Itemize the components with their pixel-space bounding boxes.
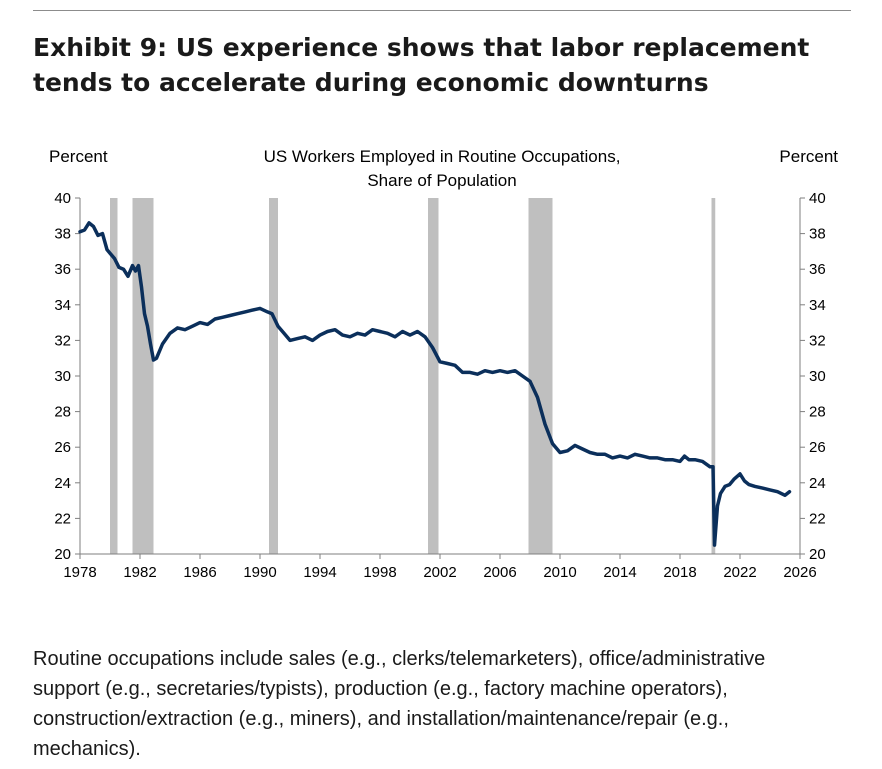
left-axis-unit: Percent bbox=[49, 147, 108, 166]
exhibit-title: Exhibit 9: US experience shows that labo… bbox=[33, 33, 810, 97]
x-tick-label: 1986 bbox=[183, 564, 216, 581]
x-tick-label: 1990 bbox=[243, 564, 276, 581]
x-tick-label: 2006 bbox=[483, 564, 516, 581]
chart-title-line-2: Share of Population bbox=[367, 171, 516, 190]
x-tick-label: 2010 bbox=[543, 564, 576, 581]
recession-bar bbox=[528, 198, 553, 554]
x-tick-label: 2026 bbox=[783, 564, 816, 581]
y-tick-label-left: 22 bbox=[54, 510, 71, 527]
y-tick-label-left: 36 bbox=[54, 261, 71, 278]
x-tick-label: 1978 bbox=[63, 564, 96, 581]
y-tick-label-right: 34 bbox=[809, 297, 826, 314]
y-tick-label-left: 40 bbox=[54, 190, 71, 207]
y-tick-label-right: 26 bbox=[809, 439, 826, 456]
recession-bars bbox=[110, 198, 716, 554]
x-tick-label: 1982 bbox=[123, 564, 156, 581]
recession-bar bbox=[428, 198, 439, 554]
x-tick-label: 1998 bbox=[363, 564, 396, 581]
plot-frame bbox=[79, 198, 801, 555]
recession-bar bbox=[711, 198, 716, 554]
y-tick-label-right: 24 bbox=[809, 475, 826, 492]
chart: Percent Percent US Workers Employed in R… bbox=[49, 147, 838, 581]
y-tick-label-left: 32 bbox=[54, 332, 71, 349]
x-axis-labels: 1978 1982 1986 1990 1994 1998 2002 2006 2010 2014… bbox=[63, 564, 816, 581]
y-tick-label-right: 28 bbox=[809, 404, 826, 421]
recession-bar bbox=[269, 198, 278, 554]
y-tick-label-right: 40 bbox=[809, 190, 826, 207]
y-tick-label-left: 38 bbox=[54, 226, 71, 243]
y-tick-label-right: 30 bbox=[809, 368, 826, 385]
axis-ticks bbox=[75, 197, 805, 559]
right-axis-unit: Percent bbox=[779, 147, 838, 166]
footnote: Routine occupations include sales (e.g.,… bbox=[33, 648, 766, 760]
y-tick-label-left: 30 bbox=[54, 368, 71, 385]
y-tick-label-left: 34 bbox=[54, 297, 71, 314]
y-tick-label-right: 36 bbox=[809, 261, 826, 278]
x-tick-label: 2002 bbox=[423, 564, 456, 581]
y-tick-label-right: 32 bbox=[809, 332, 826, 349]
x-tick-label: 2022 bbox=[723, 564, 756, 581]
x-tick-label: 2014 bbox=[603, 564, 636, 581]
series-line bbox=[78, 221, 792, 547]
recession-bar bbox=[132, 198, 154, 554]
y-tick-label-right: 20 bbox=[809, 546, 826, 563]
x-tick-label: 1994 bbox=[303, 564, 336, 581]
top-rule bbox=[33, 10, 851, 11]
x-tick-label: 2018 bbox=[663, 564, 696, 581]
y-tick-label-left: 20 bbox=[54, 546, 71, 563]
y-tick-label-left: 24 bbox=[54, 475, 71, 492]
recession-bar bbox=[110, 198, 118, 554]
y-tick-label-right: 38 bbox=[809, 226, 826, 243]
y-axis-labels: 20 20 22 22 24 24 26 26 28 28 30 30 32 32 34 34 36 36 38 38… bbox=[54, 190, 825, 563]
y-tick-label-left: 28 bbox=[54, 404, 71, 421]
y-tick-label-left: 26 bbox=[54, 439, 71, 456]
series-group bbox=[78, 221, 792, 547]
chart-title-line-1: US Workers Employed in Routine Occupatio… bbox=[264, 147, 621, 166]
y-tick-label-right: 22 bbox=[809, 510, 826, 527]
